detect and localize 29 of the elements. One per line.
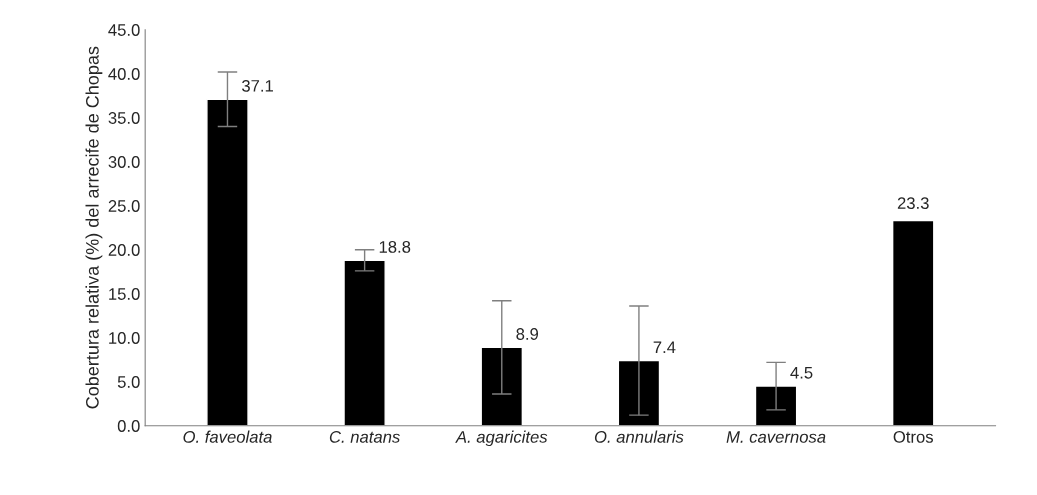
x-tick-label: A. agaricites bbox=[455, 430, 548, 447]
data-label: 7.4 bbox=[653, 341, 676, 353]
y-tick-label: 25.0 bbox=[108, 200, 140, 212]
x-tick-label: C. natans bbox=[329, 431, 400, 443]
bar bbox=[480, 346, 524, 426]
x-tick-label: M. cavernosa bbox=[726, 431, 826, 443]
data-label: 37.1 bbox=[242, 79, 273, 92]
bar bbox=[891, 219, 935, 426]
y-tick-label: 5.0 bbox=[117, 376, 140, 388]
y-tick-label: 10.0 bbox=[109, 332, 140, 344]
y-tick-label: 0.0 bbox=[117, 420, 140, 432]
data-label: 23.3 bbox=[897, 197, 929, 210]
bar bbox=[343, 259, 386, 426]
data-label: 4.5 bbox=[790, 367, 813, 379]
bar bbox=[754, 385, 798, 426]
bar bbox=[617, 359, 661, 426]
y-tick-label: 40.0 bbox=[108, 68, 140, 80]
x-tick-label: O. annularis bbox=[594, 430, 684, 443]
y-tick-label: 30.0 bbox=[108, 156, 140, 168]
y-tick-label: 15.0 bbox=[109, 288, 140, 300]
data-label: 8.9 bbox=[516, 328, 539, 340]
y-axis-title: Cobertura relativa (%) del arrecife de Chopas bbox=[85, 46, 103, 409]
y-tick-label: 45.0 bbox=[108, 24, 140, 36]
x-tick-label: O. faveolata bbox=[183, 430, 272, 443]
y-tick-label: 35.0 bbox=[108, 112, 140, 124]
bar bbox=[206, 98, 249, 426]
y-tick-label: 20.0 bbox=[108, 244, 140, 256]
data-label: 18.8 bbox=[379, 241, 411, 253]
x-tick-label: Otros bbox=[893, 431, 933, 443]
